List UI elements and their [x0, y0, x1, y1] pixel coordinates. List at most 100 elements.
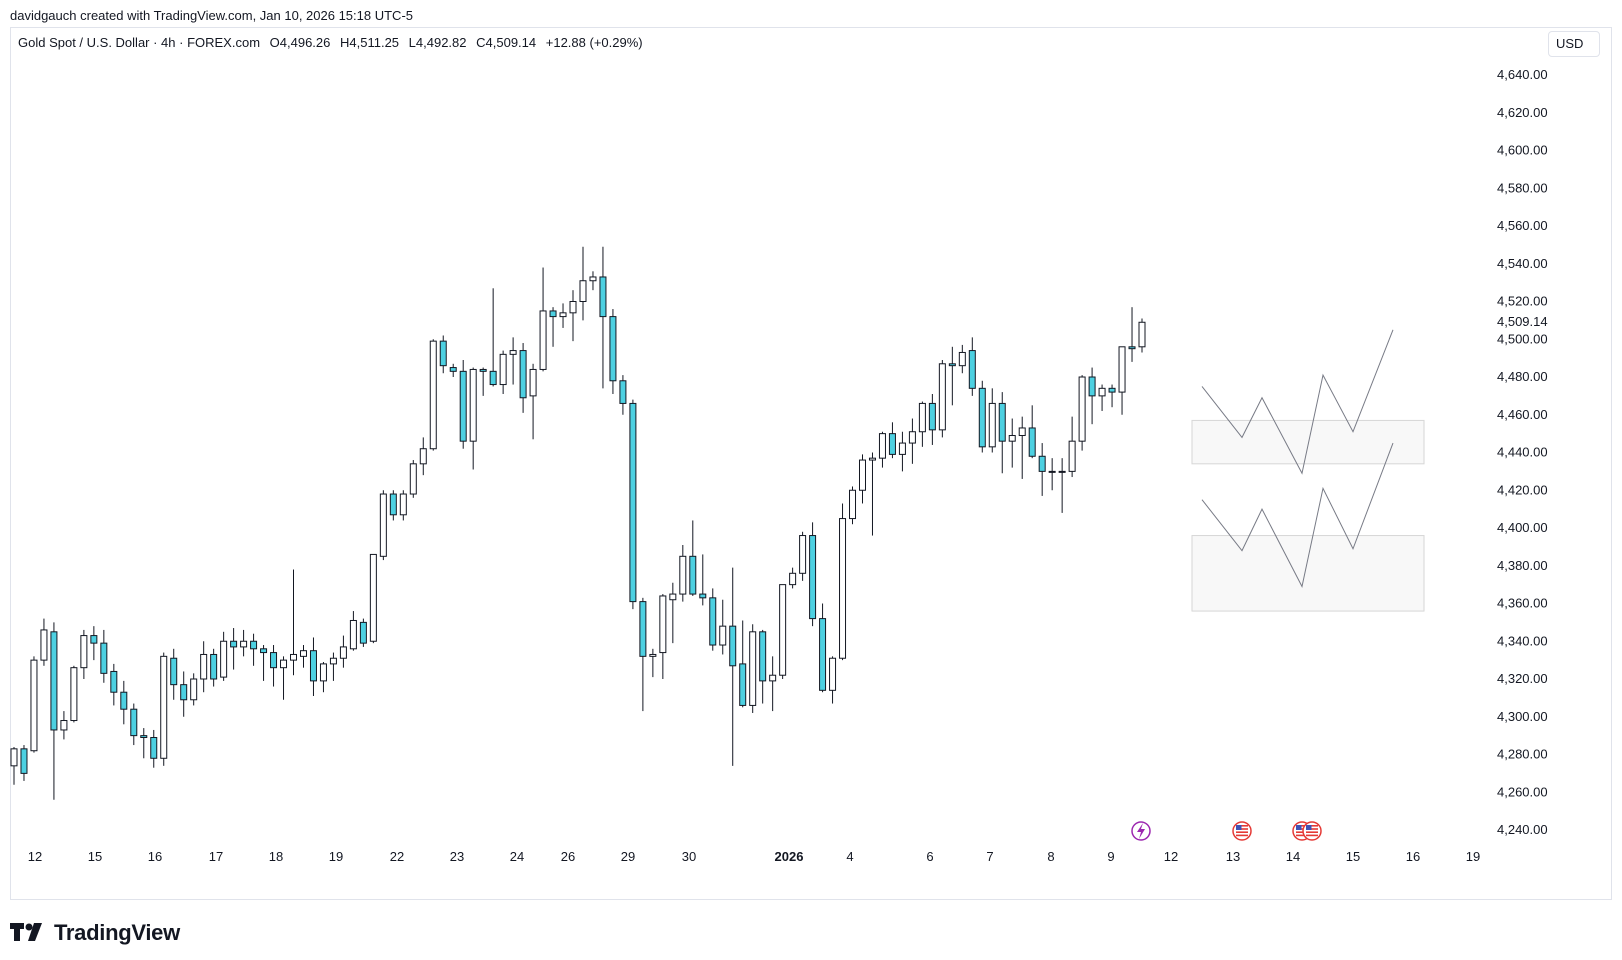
- candle-body: [938, 363, 946, 431]
- candle-body: [449, 367, 457, 372]
- symbol-title[interactable]: Gold Spot / U.S. Dollar · 4h · FOREX.com: [18, 35, 261, 50]
- time-tick-label: 30: [682, 849, 696, 864]
- candle-body: [250, 640, 258, 650]
- projection-paths: [1201, 329, 1394, 588]
- candle-body: [369, 553, 377, 642]
- candle-body: [469, 368, 477, 442]
- price-tick-label: 4,440.00: [1497, 445, 1548, 460]
- time-tick-label: 9: [1107, 849, 1114, 864]
- candle-body: [60, 720, 68, 731]
- candle-body: [799, 535, 807, 574]
- chart-frame: [10, 27, 1612, 900]
- projection-path: [1201, 442, 1394, 588]
- candle-body: [509, 350, 517, 355]
- price-tick-label: 4,300.00: [1497, 709, 1548, 724]
- candle-body: [898, 442, 906, 455]
- candle-body: [479, 368, 487, 372]
- candle-body: [519, 350, 527, 399]
- candle-body: [809, 535, 817, 620]
- candle-body: [858, 459, 866, 491]
- time-tick-label: 12: [28, 849, 42, 864]
- candle-body: [1048, 470, 1056, 473]
- price-tick-label: 4,460.00: [1497, 407, 1548, 422]
- candlestick-chart[interactable]: 4,640.00 4,620.00 4,600.00 4,580.00 4,560.00…: [0, 0, 1622, 910]
- time-tick-label: 2026: [775, 849, 804, 864]
- candle-body: [1028, 427, 1036, 457]
- candle-body: [1058, 470, 1066, 473]
- chart-credit: davidgauch created with TradingView.com,…: [10, 8, 413, 23]
- candle-body: [729, 625, 737, 667]
- event-markers[interactable]: [1131, 821, 1322, 841]
- candle-body: [569, 301, 577, 314]
- candle-body: [978, 387, 986, 448]
- candle-body: [948, 363, 956, 367]
- projection-path: [1201, 329, 1394, 475]
- currency-button[interactable]: USD: [1548, 31, 1600, 57]
- price-tick-label: 4,480.00: [1497, 369, 1548, 384]
- time-tick-label: 15: [1346, 849, 1360, 864]
- candle-body: [529, 368, 537, 397]
- candle-body: [190, 678, 198, 701]
- time-tick-label: 6: [926, 849, 933, 864]
- candle-body: [1088, 376, 1096, 397]
- candle-body: [290, 653, 298, 661]
- price-tick-label: 4,420.00: [1497, 482, 1548, 497]
- time-tick-label: 18: [269, 849, 283, 864]
- candle-body: [329, 657, 337, 665]
- time-tick-label: 4: [846, 849, 853, 864]
- candle-body: [349, 619, 357, 650]
- candle-body: [829, 657, 837, 691]
- candle-body: [10, 748, 18, 767]
- candle-body: [489, 370, 497, 386]
- candle-body: [30, 659, 38, 752]
- candle-body: [170, 657, 178, 686]
- candle-body: [389, 493, 397, 516]
- candle-body: [839, 518, 847, 659]
- time-tick-label: 16: [1406, 849, 1420, 864]
- candle-body: [769, 674, 777, 682]
- candle-body: [819, 618, 827, 691]
- candle-body: [749, 631, 757, 706]
- candle-body: [988, 402, 996, 448]
- candle-body: [709, 597, 717, 646]
- price-tick-label: 4,580.00: [1497, 180, 1548, 195]
- price-tick-label: 4,500.00: [1497, 331, 1548, 346]
- candle-body: [609, 316, 617, 382]
- candle-body: [1038, 455, 1046, 472]
- candle-body: [649, 653, 657, 657]
- tradingview-logo[interactable]: TradingView: [10, 919, 180, 947]
- ohlc-change: +12.88 (+0.29%): [545, 35, 643, 50]
- us-flag-event[interactable]: [1232, 821, 1252, 841]
- candle-body: [1098, 387, 1106, 397]
- price-tick-label: 4,240.00: [1497, 822, 1548, 837]
- price-tick-label: 4,540.00: [1497, 256, 1548, 271]
- candle-body: [868, 457, 876, 461]
- candle-body: [260, 648, 268, 654]
- lightning-event[interactable]: [1131, 821, 1151, 841]
- candle-body: [958, 351, 966, 367]
- candle-body: [459, 370, 467, 442]
- last-price-label: 4,509.14: [1497, 314, 1548, 329]
- candle-body: [499, 353, 507, 386]
- price-axis[interactable]: 4,640.00 4,620.00 4,600.00 4,580.00 4,560.00…: [1497, 67, 1548, 837]
- candle-body: [699, 593, 707, 599]
- candle-body: [200, 653, 208, 680]
- time-tick-label: 29: [621, 849, 635, 864]
- candle-body: [419, 448, 427, 465]
- time-tick-label: 24: [510, 849, 524, 864]
- tradingview-logo-text: TradingView: [54, 920, 180, 945]
- time-axis[interactable]: 12 15 16 17 18 19 22 23 24 26 29 30 2026 4 6 7 8 9 12 13 14 1…: [28, 849, 1480, 864]
- candle-body: [100, 642, 108, 674]
- candle-body: [539, 310, 547, 370]
- price-tick-label: 4,320.00: [1497, 671, 1548, 686]
- us-flag-event[interactable]: [1302, 821, 1322, 841]
- candle-body: [80, 635, 88, 669]
- ohlc-low: L4,492.82: [408, 35, 467, 50]
- candle-body: [339, 646, 347, 659]
- candle-body: [689, 555, 697, 595]
- price-tick-label: 4,340.00: [1497, 633, 1548, 648]
- candle-body: [1128, 346, 1136, 350]
- tradingview-logo-icon: [10, 923, 42, 941]
- candle-body: [639, 601, 647, 657]
- time-tick-label: 26: [561, 849, 575, 864]
